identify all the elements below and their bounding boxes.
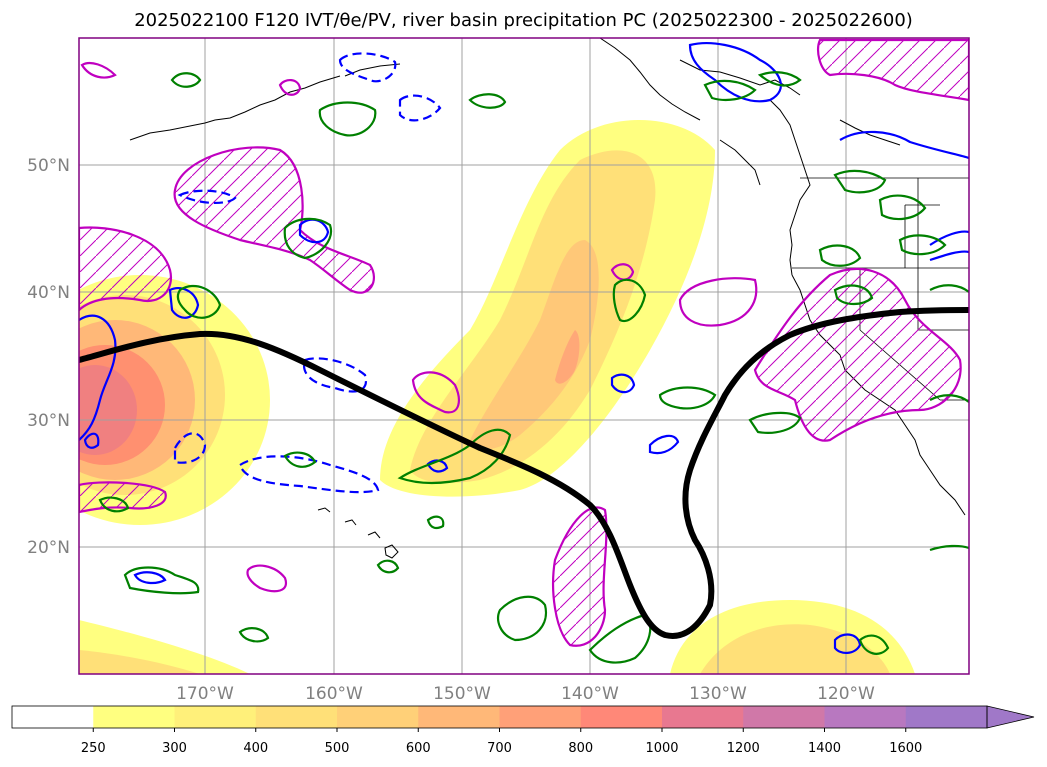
theta-e-dashed-5 (338, 52, 397, 83)
theta-e-solid-12 (83, 432, 100, 449)
hawaiian-islands (317, 507, 399, 559)
pv-region-12 (80, 61, 117, 79)
colorbar-tick-label: 400 (243, 741, 268, 756)
colorbar-swatch (12, 706, 94, 728)
theta-e-solid-11 (133, 571, 167, 585)
colorbar-tick-label: 800 (568, 741, 593, 756)
theta-e-contours (79, 42, 969, 654)
theta-e-dashed-3 (173, 432, 207, 464)
colorbar-tick-label: 500 (325, 741, 350, 756)
colorbar-swatches (12, 706, 988, 728)
colorbar-swatch (337, 706, 419, 728)
colorbar-labels: 250 300 400 500 600 700 800 1000 1200 1400 1600 (81, 728, 922, 756)
theta-e-dashed-2 (238, 455, 380, 494)
ivt-se-400 (700, 624, 890, 674)
precip-contours (98, 71, 969, 664)
colorbar-tick-label: 600 (406, 741, 431, 756)
front-line (79, 307, 969, 639)
ivt-ar-400 (410, 150, 656, 483)
pv-region-3 (79, 481, 167, 514)
colorbar-tick-label: 1000 (645, 741, 678, 756)
ivt-ar-800 (555, 330, 580, 384)
colorbar-extend-arrow (986, 705, 1035, 729)
theta-e-dashed-1 (302, 357, 368, 393)
pv-region-9 (610, 263, 635, 281)
theta-e-solid-2 (168, 287, 200, 319)
colorbar-tick-label: 1600 (889, 741, 922, 756)
lon-tick-label: 140°W (561, 684, 619, 704)
theta-e-solid-8 (688, 42, 782, 103)
ivt-west-plume-1000 (79, 365, 137, 455)
theta-e-solid-4 (610, 373, 636, 394)
colorbar-swatch (580, 706, 663, 728)
colorbar-tick-label: 300 (162, 741, 187, 756)
lon-tick-label: 130°W (689, 684, 747, 704)
theta-e-dashed-4 (177, 189, 237, 204)
lon-tick-label: 170°W (176, 684, 234, 704)
lat-tick-label: 30°N (27, 411, 70, 431)
theta-e-solid-9 (839, 130, 969, 160)
theta-e-solid-7 (426, 459, 449, 473)
colorbar-swatch (743, 706, 825, 728)
colorbar-swatch (418, 706, 500, 728)
lat-tick-label: 40°N (27, 283, 70, 303)
theta-e-solid-5 (648, 434, 680, 455)
lat-tick-label: 20°N (27, 538, 70, 558)
plot-frame (78, 37, 970, 675)
pv-region-7 (411, 371, 460, 414)
colorbar-swatch (174, 706, 257, 728)
lon-tick-label: 160°W (305, 684, 363, 704)
colorbar-swatch (499, 706, 582, 728)
pv-region-2 (79, 226, 173, 312)
pv-region-1 (173, 146, 376, 294)
theta-e-solid-10 (929, 230, 969, 262)
colorbar: 250 300 400 500 600 700 800 1000 1200 1400 1600 (11, 705, 1035, 756)
colorbar-swatch (824, 706, 907, 728)
ivt-sw-400 (79, 650, 200, 674)
colorbar-tick-label: 1200 (727, 741, 760, 756)
colorbar-tick-label: 1400 (808, 741, 841, 756)
pv-region-8 (678, 277, 758, 327)
map-title: 2025022100 F120 IVT/θe/PV, river basin p… (134, 10, 913, 31)
lat-tick-labels: 20°N 30°N 40°N 50°N (27, 156, 70, 558)
colorbar-swatch (93, 706, 175, 728)
lon-tick-label: 120°W (817, 684, 875, 704)
colorbar-tick-label: 700 (487, 741, 512, 756)
theta-e-solid-6 (833, 633, 862, 654)
colorbar-swatch (662, 706, 744, 728)
theta-e-solid-1 (79, 314, 117, 441)
pv-region-10 (246, 564, 288, 593)
colorbar-swatch (255, 706, 338, 728)
lon-tick-labels: 170°W 160°W 150°W 140°W 130°W 120°W (176, 684, 875, 704)
lon-tick-label: 150°W (433, 684, 491, 704)
colorbar-tick-label: 250 (81, 741, 106, 756)
pv-contours (79, 38, 969, 647)
pv-region-6 (816, 38, 969, 102)
theta-e-dashed-6 (398, 94, 442, 122)
lat-tick-label: 50°N (27, 156, 70, 176)
pv-region-11 (278, 79, 302, 96)
colorbar-swatch (905, 706, 988, 728)
